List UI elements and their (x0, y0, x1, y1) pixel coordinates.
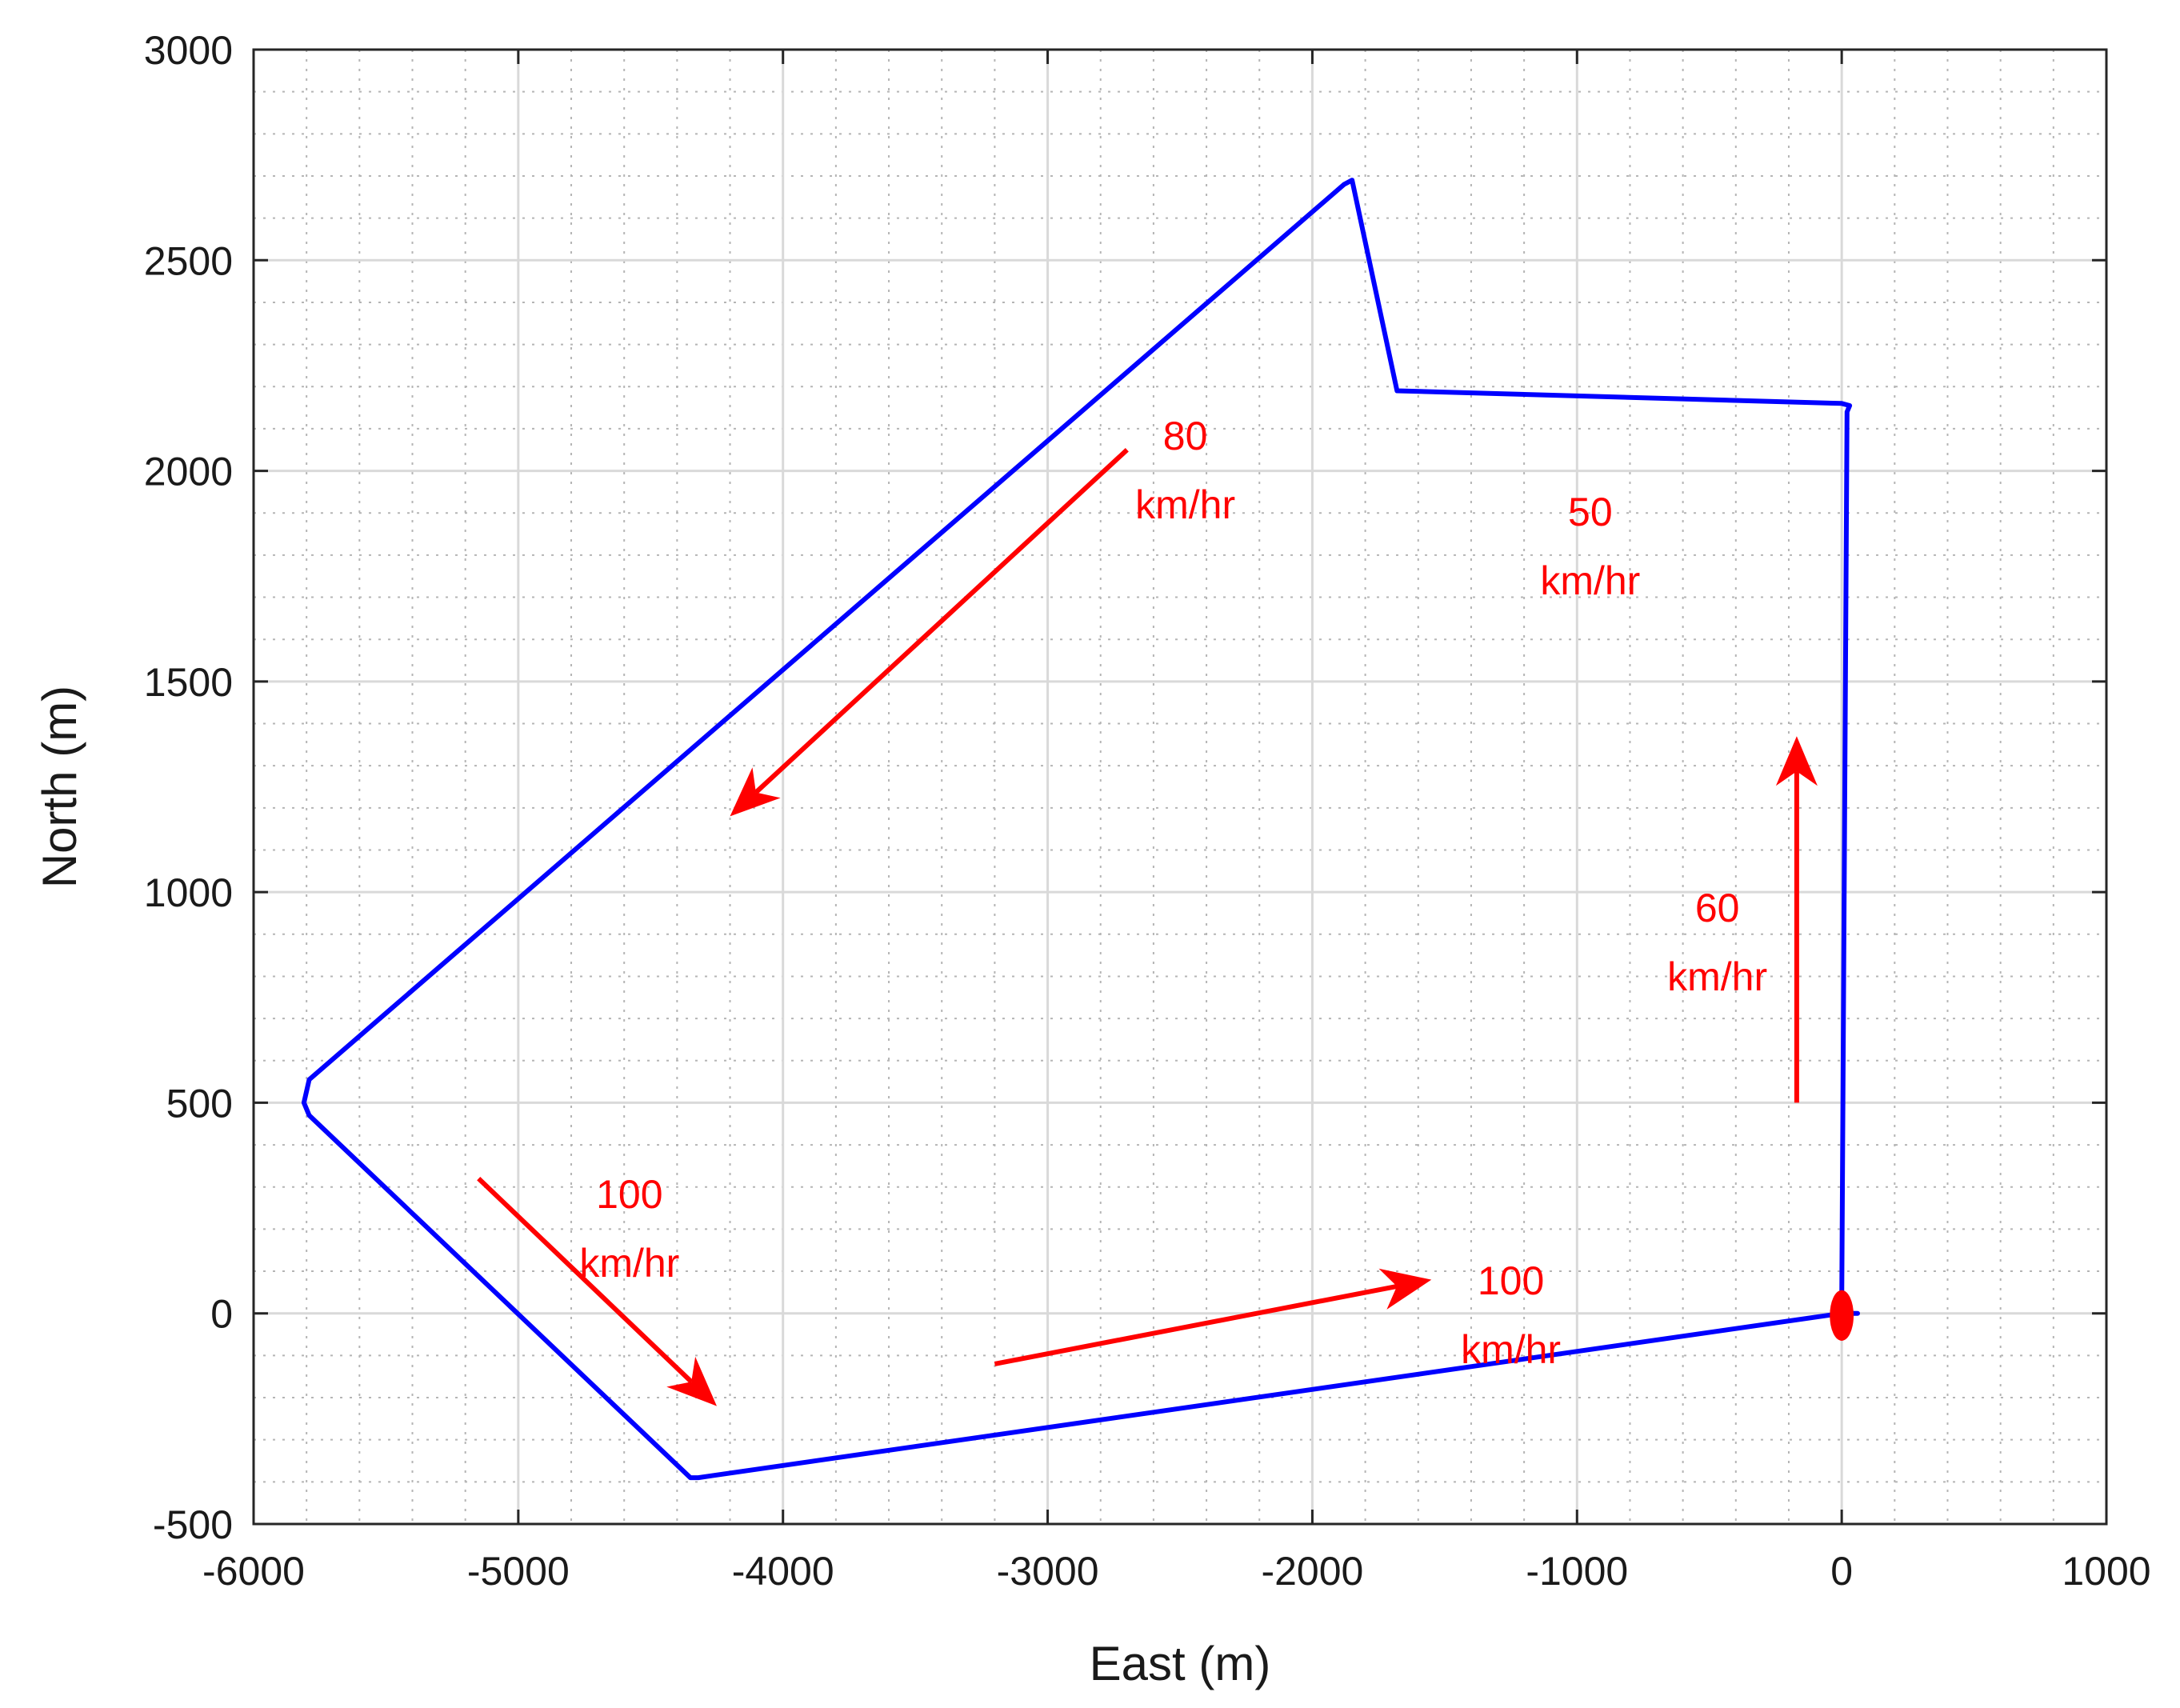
speed-arrow (994, 1268, 1432, 1366)
series-layer (301, 178, 1860, 1481)
x-tick-label: -6000 (202, 1549, 305, 1594)
speed-annotation: 50 km/hr (1540, 490, 1640, 603)
x-tick-label: 1000 (2062, 1549, 2150, 1594)
annotation-line: 100 (596, 1172, 662, 1217)
arrow-shaft (754, 448, 1129, 794)
x-tick-label: -1000 (1526, 1549, 1628, 1594)
arrow-head (666, 1356, 717, 1406)
y-tick-labels: -500 0 500 1000 1500 2000 2500 3000 (144, 28, 233, 1547)
trajectory-line (301, 178, 1860, 1481)
y-tick-label: 2000 (144, 450, 233, 494)
arrow-shaft (994, 1283, 1398, 1366)
annotation-layer: 80 km/hr 50 km/hr 60 km/hr 100 km/hr 100 km/hr (579, 414, 1767, 1372)
arrow-head (1775, 736, 1818, 786)
y-tick-label: 2500 (144, 238, 233, 283)
x-tick-label: -3000 (997, 1549, 1099, 1594)
annotation-line: 80 (1163, 414, 1208, 458)
annotation-line: km/hr (1135, 482, 1235, 527)
annotation-line: 100 (1478, 1258, 1544, 1303)
y-tick-label: 3000 (144, 28, 233, 73)
annotation-line: km/hr (579, 1241, 679, 1286)
speed-annotation: 80 km/hr (1135, 414, 1235, 527)
arrow-shaft (477, 1177, 694, 1384)
annotation-line: km/hr (1461, 1327, 1561, 1372)
x-tick-label: -4000 (732, 1549, 834, 1594)
arrow-head (730, 767, 781, 817)
arrow-head (1378, 1268, 1432, 1310)
marker-layer (1830, 1290, 1854, 1341)
speed-arrow (1775, 736, 1818, 1103)
speed-annotation: 100 km/hr (579, 1172, 679, 1286)
plot-background (254, 50, 2106, 1524)
x-tick-label: -2000 (1261, 1549, 1363, 1594)
x-tick-label: -5000 (467, 1549, 570, 1594)
annotation-line: 60 (1695, 886, 1740, 930)
y-tick-label: 1500 (144, 660, 233, 705)
y-tick-label: 0 (210, 1292, 233, 1337)
y-axis-title: North (m) (33, 686, 86, 888)
annotation-line: 50 (1568, 490, 1613, 534)
y-tick-label: -500 (153, 1502, 233, 1547)
annotation-line: km/hr (1667, 954, 1767, 999)
arrow-layer (477, 448, 1818, 1406)
start-marker (1830, 1290, 1854, 1341)
tick-layer (252, 48, 2108, 1526)
speed-arrow (730, 448, 1129, 817)
speed-annotation: 60 km/hr (1667, 886, 1767, 999)
x-tick-labels: -6000 -5000 -4000 -3000 -2000 -1000 0 1000 (202, 1549, 2151, 1594)
y-tick-label: 500 (166, 1081, 233, 1126)
x-axis-title: East (m) (1090, 1637, 1271, 1690)
annotation-line: km/hr (1540, 558, 1640, 603)
speed-annotation: 100 km/hr (1461, 1258, 1561, 1372)
y-tick-label: 1000 (144, 870, 233, 915)
x-tick-label: 0 (1830, 1549, 1853, 1594)
speed-arrow (477, 1177, 717, 1406)
plot-frame (252, 48, 2108, 1526)
